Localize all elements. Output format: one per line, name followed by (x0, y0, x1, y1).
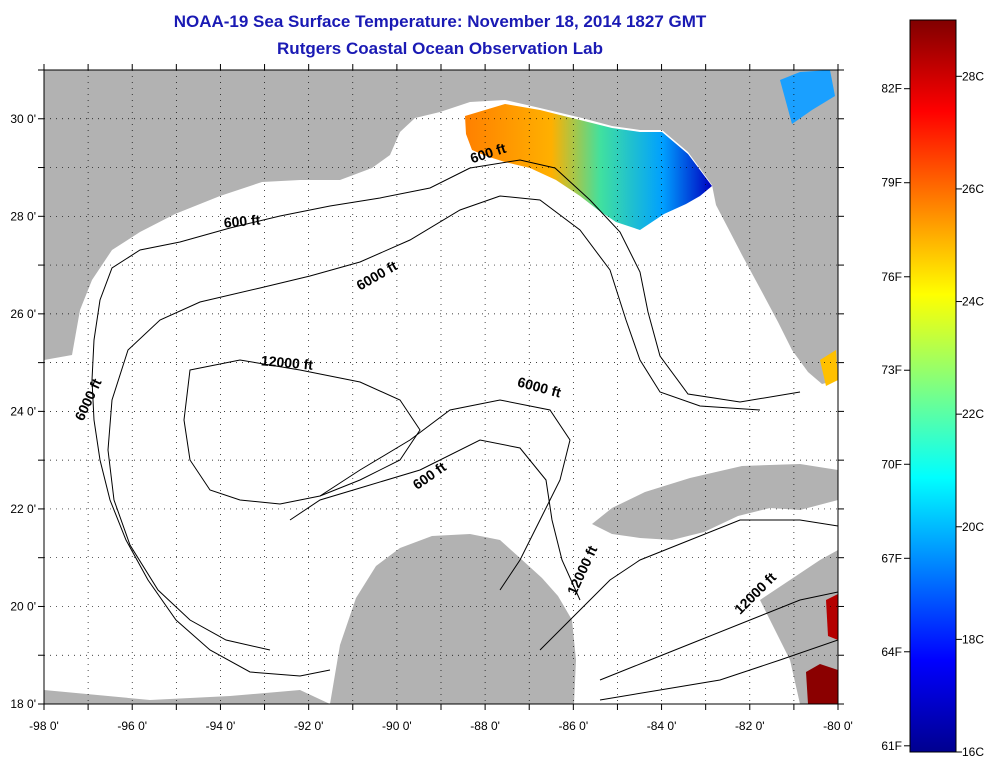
colorbar-label-celsius: 18C (962, 632, 984, 646)
map-title: NOAA-19 Sea Surface Temperature: Novembe… (173, 12, 707, 31)
sst-caribbean-warm-2 (826, 594, 838, 640)
sst-caribbean-warm (806, 664, 838, 704)
lon-tick-label: -98 0' (29, 719, 59, 733)
lon-tick-label: -96 0' (117, 719, 147, 733)
lon-tick-label: -90 0' (382, 719, 412, 733)
us-mainland (44, 70, 838, 384)
contour-label: 600 ft (223, 211, 261, 230)
colorbar: 16C 18C 20C 22C 24C 26C 28C 61F 64F 67F 70F 73F 76F 7… (881, 19, 984, 759)
contour-label: 12000 ft (260, 352, 314, 373)
colorbar-label-fahrenheit: 70F (881, 457, 902, 471)
graticule (44, 70, 838, 704)
lat-tick-label: 28 0' (10, 209, 36, 223)
contour-600ft-yucatan (289, 439, 581, 601)
sst-coastal-swath (465, 104, 712, 230)
lon-tick-label: -80 0' (823, 719, 853, 733)
colorbar-label-celsius: 28C (962, 69, 984, 83)
contour-12000ft-abyssal (183, 359, 421, 505)
contour-12000ft-cayman (599, 591, 838, 681)
lon-tick-label: -92 0' (294, 719, 324, 733)
map-axes: -98 0' -96 0' -94 0' -92 0' -90 0' -88 0' -86 … (10, 64, 853, 733)
bathymetry-contours (91, 159, 838, 701)
contour-12000ft-channel (539, 519, 838, 651)
lat-tick-label: 30 0' (10, 112, 36, 126)
lon-tick-label: -84 0' (647, 719, 677, 733)
lon-tick-label: -86 0' (559, 719, 589, 733)
mexico-south (44, 690, 330, 704)
colorbar-gradient (909, 19, 957, 753)
sst-keys (820, 350, 838, 386)
colorbar-label-celsius: 22C (962, 407, 984, 421)
map-subtitle: Rutgers Coastal Ocean Observation Lab (277, 39, 603, 58)
lat-tick-label: 24 0' (10, 404, 36, 418)
contour-6000ft-escarpment (319, 399, 571, 591)
sst-florida-east (780, 70, 835, 124)
contour-caribbean (599, 639, 838, 701)
lat-tick-label: 18 0' (10, 697, 36, 711)
lat-tick-label: 22 0' (10, 502, 36, 516)
colorbar-label-fahrenheit: 76F (881, 270, 902, 284)
colorbar-label-fahrenheit: 82F (881, 82, 902, 96)
lon-tick-label: -88 0' (470, 719, 500, 733)
colorbar-label-celsius: 16C (962, 745, 984, 759)
colorbar-label-celsius: 24C (962, 295, 984, 309)
lon-tick-label: -94 0' (206, 719, 236, 733)
lat-tick-label: 26 0' (10, 307, 36, 321)
colorbar-label-fahrenheit: 79F (881, 176, 902, 190)
lon-tick-label: -82 0' (735, 719, 765, 733)
colorbar-label-celsius: 20C (962, 520, 984, 534)
colorbar-label-celsius: 26C (962, 182, 984, 196)
colorbar-label-fahrenheit: 64F (881, 645, 902, 659)
colorbar-label-fahrenheit: 61F (881, 739, 902, 753)
colorbar-label-fahrenheit: 67F (881, 551, 902, 565)
contour-600ft-shelf (91, 159, 801, 677)
yucatan-peninsula (330, 534, 576, 704)
cuba (592, 464, 838, 540)
lat-tick-label: 20 0' (10, 599, 36, 613)
colorbar-label-fahrenheit: 73F (881, 363, 902, 377)
contour-6000ft (107, 195, 761, 651)
